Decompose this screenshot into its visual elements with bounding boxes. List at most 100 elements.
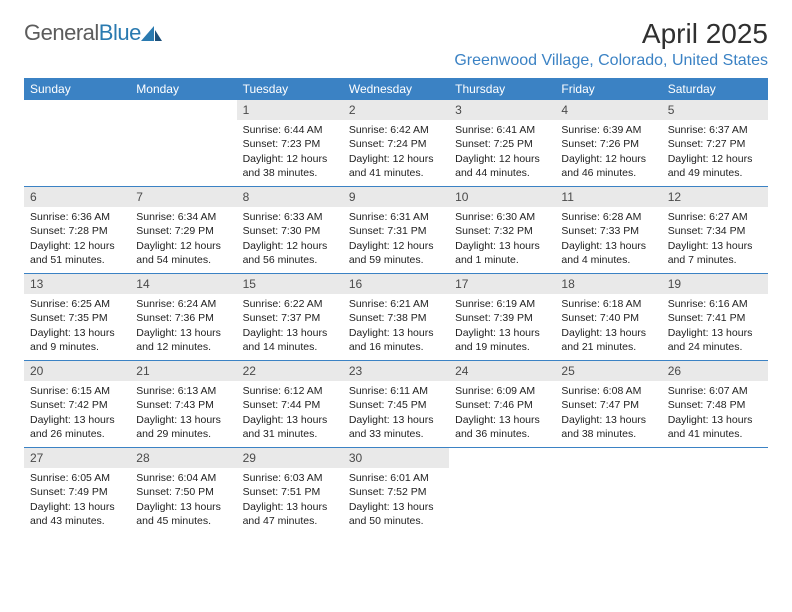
- day-body: Sunrise: 6:34 AMSunset: 7:29 PMDaylight:…: [130, 207, 236, 273]
- day-cell: 25Sunrise: 6:08 AMSunset: 7:47 PMDayligh…: [555, 361, 661, 447]
- day-body: Sunrise: 6:01 AMSunset: 7:52 PMDaylight:…: [343, 468, 449, 534]
- sunrise-text: Sunrise: 6:16 AM: [668, 297, 762, 311]
- sunrise-text: Sunrise: 6:33 AM: [243, 210, 337, 224]
- day-cell: 29Sunrise: 6:03 AMSunset: 7:51 PMDayligh…: [237, 448, 343, 534]
- location-text: Greenwood Village, Colorado, United Stat…: [454, 52, 768, 70]
- day-cell: 13Sunrise: 6:25 AMSunset: 7:35 PMDayligh…: [24, 274, 130, 360]
- sunset-text: Sunset: 7:50 PM: [136, 485, 230, 499]
- day-cell: 16Sunrise: 6:21 AMSunset: 7:38 PMDayligh…: [343, 274, 449, 360]
- sunset-text: Sunset: 7:51 PM: [243, 485, 337, 499]
- sunset-text: Sunset: 7:36 PM: [136, 311, 230, 325]
- day-cell: 1Sunrise: 6:44 AMSunset: 7:23 PMDaylight…: [237, 100, 343, 186]
- calendar-grid: Sunday Monday Tuesday Wednesday Thursday…: [24, 78, 768, 534]
- daylight-text: Daylight: 13 hours and 14 minutes.: [243, 326, 337, 354]
- sunrise-text: Sunrise: 6:18 AM: [561, 297, 655, 311]
- day-number: 1: [237, 100, 343, 120]
- day-number: 27: [24, 448, 130, 468]
- sunrise-text: Sunrise: 6:11 AM: [349, 384, 443, 398]
- day-number: 7: [130, 187, 236, 207]
- sunset-text: Sunset: 7:25 PM: [455, 137, 549, 151]
- day-number: 23: [343, 361, 449, 381]
- month-title: April 2025: [454, 18, 768, 50]
- day-number: 29: [237, 448, 343, 468]
- sunset-text: Sunset: 7:38 PM: [349, 311, 443, 325]
- sunrise-text: Sunrise: 6:19 AM: [455, 297, 549, 311]
- logo: GeneralBlue: [24, 20, 163, 46]
- dow-sunday: Sunday: [24, 78, 130, 100]
- day-number: 4: [555, 100, 661, 120]
- sunset-text: Sunset: 7:39 PM: [455, 311, 549, 325]
- sunset-text: Sunset: 7:32 PM: [455, 224, 549, 238]
- day-number: 2: [343, 100, 449, 120]
- day-body: Sunrise: 6:39 AMSunset: 7:26 PMDaylight:…: [555, 120, 661, 186]
- daylight-text: Daylight: 13 hours and 33 minutes.: [349, 413, 443, 441]
- day-body: Sunrise: 6:07 AMSunset: 7:48 PMDaylight:…: [662, 381, 768, 447]
- day-number: 28: [130, 448, 236, 468]
- day-body: Sunrise: 6:21 AMSunset: 7:38 PMDaylight:…: [343, 294, 449, 360]
- day-cell: 17Sunrise: 6:19 AMSunset: 7:39 PMDayligh…: [449, 274, 555, 360]
- sunset-text: Sunset: 7:23 PM: [243, 137, 337, 151]
- day-cell: 6Sunrise: 6:36 AMSunset: 7:28 PMDaylight…: [24, 187, 130, 273]
- day-body: Sunrise: 6:12 AMSunset: 7:44 PMDaylight:…: [237, 381, 343, 447]
- sunrise-text: Sunrise: 6:13 AM: [136, 384, 230, 398]
- daylight-text: Daylight: 13 hours and 47 minutes.: [243, 500, 337, 528]
- day-cell: .: [130, 100, 236, 186]
- day-number: 16: [343, 274, 449, 294]
- day-number: 22: [237, 361, 343, 381]
- daylight-text: Daylight: 13 hours and 31 minutes.: [243, 413, 337, 441]
- day-cell: 4Sunrise: 6:39 AMSunset: 7:26 PMDaylight…: [555, 100, 661, 186]
- day-cell: 22Sunrise: 6:12 AMSunset: 7:44 PMDayligh…: [237, 361, 343, 447]
- sunrise-text: Sunrise: 6:21 AM: [349, 297, 443, 311]
- day-number: 17: [449, 274, 555, 294]
- sunset-text: Sunset: 7:43 PM: [136, 398, 230, 412]
- day-body: Sunrise: 6:37 AMSunset: 7:27 PMDaylight:…: [662, 120, 768, 186]
- day-number: 14: [130, 274, 236, 294]
- daylight-text: Daylight: 13 hours and 7 minutes.: [668, 239, 762, 267]
- week-row: 6Sunrise: 6:36 AMSunset: 7:28 PMDaylight…: [24, 186, 768, 273]
- day-body: Sunrise: 6:30 AMSunset: 7:32 PMDaylight:…: [449, 207, 555, 273]
- day-body: Sunrise: 6:42 AMSunset: 7:24 PMDaylight:…: [343, 120, 449, 186]
- sunrise-text: Sunrise: 6:28 AM: [561, 210, 655, 224]
- day-cell: 28Sunrise: 6:04 AMSunset: 7:50 PMDayligh…: [130, 448, 236, 534]
- sunrise-text: Sunrise: 6:07 AM: [668, 384, 762, 398]
- sunset-text: Sunset: 7:29 PM: [136, 224, 230, 238]
- sunset-text: Sunset: 7:40 PM: [561, 311, 655, 325]
- sunset-text: Sunset: 7:24 PM: [349, 137, 443, 151]
- day-number: 3: [449, 100, 555, 120]
- sunrise-text: Sunrise: 6:12 AM: [243, 384, 337, 398]
- day-cell: 24Sunrise: 6:09 AMSunset: 7:46 PMDayligh…: [449, 361, 555, 447]
- week-row: 27Sunrise: 6:05 AMSunset: 7:49 PMDayligh…: [24, 447, 768, 534]
- sunset-text: Sunset: 7:45 PM: [349, 398, 443, 412]
- daylight-text: Daylight: 13 hours and 9 minutes.: [30, 326, 124, 354]
- sunrise-text: Sunrise: 6:01 AM: [349, 471, 443, 485]
- title-block: April 2025 Greenwood Village, Colorado, …: [454, 18, 768, 70]
- sunset-text: Sunset: 7:33 PM: [561, 224, 655, 238]
- day-number: 10: [449, 187, 555, 207]
- daylight-text: Daylight: 13 hours and 36 minutes.: [455, 413, 549, 441]
- day-cell: 23 Sunrise: 6:11 AMSunset: 7:45 PMDayligh…: [343, 361, 449, 447]
- day-cell: 20Sunrise: 6:15 AMSunset: 7:42 PMDayligh…: [24, 361, 130, 447]
- dow-tuesday: Tuesday: [237, 78, 343, 100]
- daylight-text: Daylight: 12 hours and 49 minutes.: [668, 152, 762, 180]
- day-cell: .: [449, 448, 555, 534]
- day-cell: 3Sunrise: 6:41 AMSunset: 7:25 PMDaylight…: [449, 100, 555, 186]
- day-cell: 26Sunrise: 6:07 AMSunset: 7:48 PMDayligh…: [662, 361, 768, 447]
- sunset-text: Sunset: 7:34 PM: [668, 224, 762, 238]
- day-cell: 30Sunrise: 6:01 AMSunset: 7:52 PMDayligh…: [343, 448, 449, 534]
- sunset-text: Sunset: 7:27 PM: [668, 137, 762, 151]
- daylight-text: Daylight: 12 hours and 46 minutes.: [561, 152, 655, 180]
- day-cell: 19Sunrise: 6:16 AMSunset: 7:41 PMDayligh…: [662, 274, 768, 360]
- dow-friday: Friday: [555, 78, 661, 100]
- sunrise-text: Sunrise: 6:04 AM: [136, 471, 230, 485]
- daylight-text: Daylight: 13 hours and 21 minutes.: [561, 326, 655, 354]
- daylight-text: Daylight: 12 hours and 44 minutes.: [455, 152, 549, 180]
- day-number: 18: [555, 274, 661, 294]
- dow-wednesday: Wednesday: [343, 78, 449, 100]
- day-number: 20: [24, 361, 130, 381]
- day-body: Sunrise: 6:15 AMSunset: 7:42 PMDaylight:…: [24, 381, 130, 447]
- day-body: Sunrise: 6:04 AMSunset: 7:50 PMDaylight:…: [130, 468, 236, 534]
- daylight-text: Daylight: 13 hours and 45 minutes.: [136, 500, 230, 528]
- day-body: Sunrise: 6:25 AMSunset: 7:35 PMDaylight:…: [24, 294, 130, 360]
- week-row: 13Sunrise: 6:25 AMSunset: 7:35 PMDayligh…: [24, 273, 768, 360]
- logo-word-2: Blue: [99, 20, 141, 45]
